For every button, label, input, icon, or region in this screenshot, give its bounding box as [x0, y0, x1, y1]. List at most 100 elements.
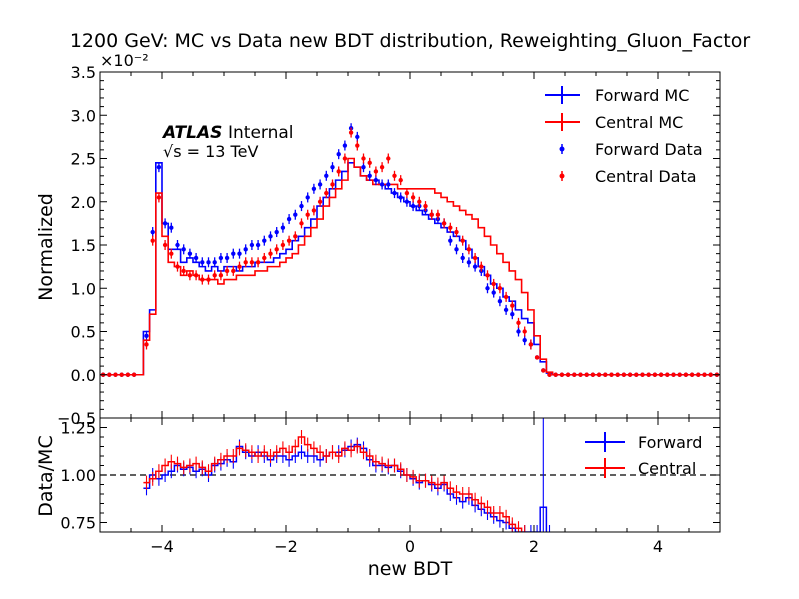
central-data-point: [193, 273, 199, 278]
central-data-point: [268, 251, 273, 256]
forward-data-point: [218, 255, 224, 261]
central-data-point: [293, 234, 298, 239]
central-data-point: [671, 372, 676, 377]
central-data-point: [224, 268, 230, 274]
forward-data-point: [330, 164, 335, 170]
forward-data-point: [472, 264, 478, 269]
central-data-point: [516, 320, 521, 326]
central-data-point: [249, 260, 255, 265]
forward-data-point: [466, 260, 472, 265]
central-data-point: [330, 182, 335, 187]
central-data-point: [658, 372, 664, 377]
forward-data-point: [497, 299, 503, 304]
central-data-point: [435, 212, 441, 217]
forward-data-point: [206, 260, 211, 265]
central-data-point: [696, 372, 701, 377]
forward-data-point: [293, 212, 298, 217]
central-data-point: [231, 268, 236, 274]
central-data-point: [652, 372, 658, 377]
forward-data-point: [510, 312, 515, 317]
forward-data-point: [491, 290, 496, 295]
forward-data-point: [379, 182, 385, 187]
legend-forward-mc: Forward MC: [595, 86, 689, 105]
forward-data-point: [305, 195, 310, 200]
forward-data-point: [503, 307, 509, 313]
central-data-point: [689, 372, 695, 377]
forward-data-point: [404, 199, 410, 204]
central-data-point: [410, 195, 416, 200]
central-data-point: [262, 255, 267, 261]
central-data-point: [590, 372, 596, 377]
central-data-point: [677, 372, 682, 377]
central-data-point: [162, 242, 168, 248]
main-y-tick-label: 1.5: [71, 236, 96, 255]
legend-central-data: Central Data: [595, 167, 697, 186]
main-y-tick-label: 3.5: [71, 63, 96, 82]
forward-data-point: [398, 195, 403, 200]
central-data-point: [553, 372, 558, 377]
central-data-point: [286, 238, 292, 243]
forward-data-point: [150, 229, 155, 235]
central-data-point: [200, 277, 205, 282]
central-data-point: [187, 273, 193, 278]
internal-label: Internal: [228, 123, 294, 143]
central-data-point: [280, 242, 286, 248]
forward-data-point: [162, 221, 168, 226]
legend-forward: Forward: [638, 433, 702, 452]
forward-data-point: [231, 251, 236, 256]
ratio-y-tick-label: 1.00: [60, 466, 96, 485]
central-data-point: [218, 273, 224, 278]
central-data-point: [448, 225, 453, 230]
central-data-point: [169, 251, 174, 256]
forward-data-point: [373, 177, 379, 183]
forward-data-point: [355, 134, 360, 140]
central-data-point: [441, 221, 447, 226]
central-data-point: [429, 212, 434, 217]
central-data-point: [460, 238, 465, 243]
central-data-point: [119, 372, 124, 377]
x-tick-label: −2: [274, 537, 298, 556]
forward-data-point: [187, 251, 193, 256]
ratio-legend: Forward Central: [585, 432, 702, 478]
central-data-point: [237, 264, 242, 269]
forward-data-point: [274, 229, 279, 235]
forward-data-point: [311, 186, 317, 191]
central-data-point: [181, 268, 186, 274]
central-data-point: [156, 195, 162, 200]
forward-data-point: [485, 286, 490, 291]
central-data-point: [417, 199, 422, 204]
central-data-point: [702, 372, 707, 377]
ratio-y-tick-label: 0.75: [60, 514, 96, 533]
central-data-point: [107, 372, 112, 377]
forward-data-point: [336, 151, 341, 157]
central-data-point: [479, 264, 484, 269]
central-data-point: [361, 156, 366, 161]
central-data-point: [491, 281, 496, 287]
forward-data-point: [299, 203, 304, 209]
central-data-point: [404, 190, 410, 196]
central-data-point: [206, 277, 211, 282]
central-data-point: [497, 286, 503, 291]
forward-data-point: [212, 260, 217, 265]
main-y-tick-label: 1.0: [71, 279, 96, 298]
forward-data-point: [410, 203, 416, 209]
forward-data-point: [237, 251, 242, 256]
forward-data-point: [361, 164, 366, 170]
ratio-y-tick-label: 1.25: [60, 419, 96, 438]
central-data-point: [348, 130, 354, 135]
forward-data-point: [367, 173, 372, 178]
central-data-point: [615, 372, 620, 377]
central-data-point: [541, 368, 546, 373]
forward-data-point: [249, 242, 255, 248]
central-data-point: [392, 173, 397, 178]
forward-data-point: [262, 238, 267, 243]
central-data-point: [485, 273, 490, 278]
forward-data-point: [243, 247, 248, 252]
central-data-point: [603, 372, 608, 377]
main-panel: −0.5 0.0 0.5 1.0 1.5 2.0 2.5 3.0 3.5: [57, 63, 721, 428]
main-y-tick-label: 3.0: [71, 106, 96, 125]
central-data-point: [534, 355, 540, 360]
central-data-point: [125, 372, 131, 377]
forward-data-point: [460, 255, 465, 261]
